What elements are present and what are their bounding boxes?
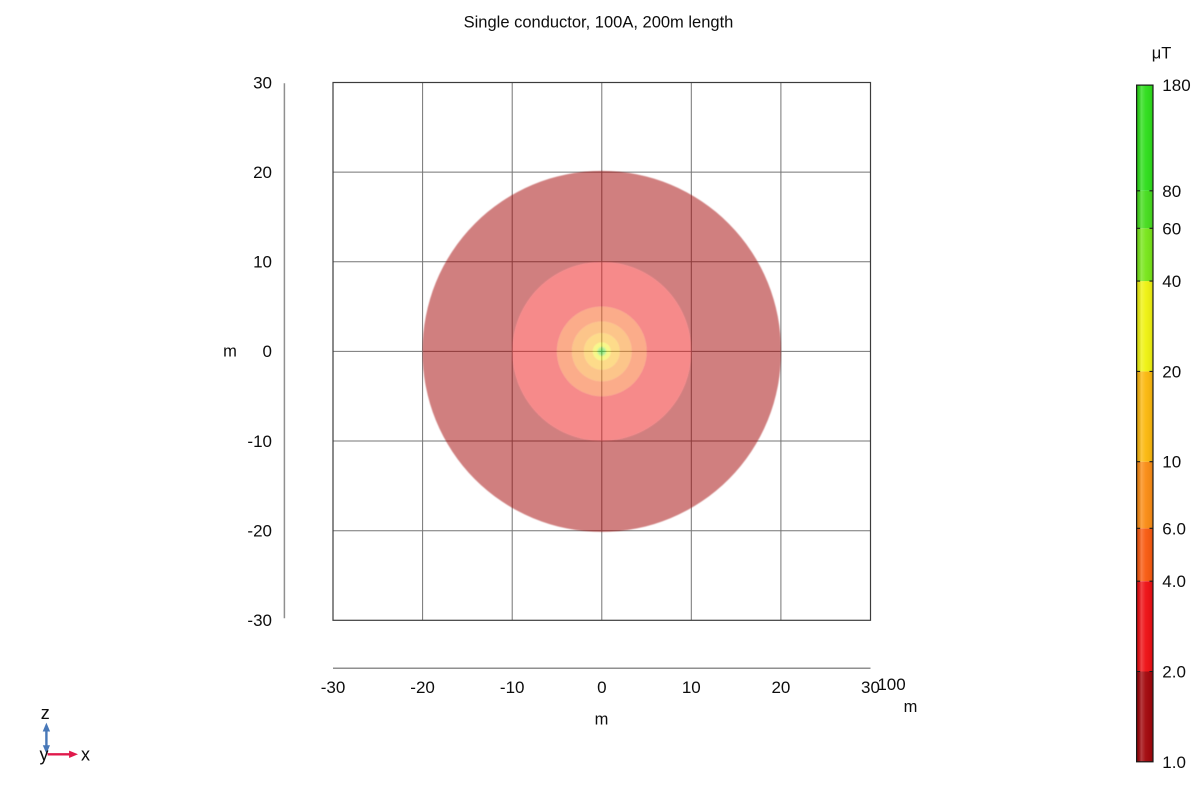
svg-text:m: m (595, 710, 609, 728)
svg-text:-20: -20 (410, 678, 435, 697)
svg-text:100: 100 (877, 675, 905, 694)
svg-text:180: 180 (1162, 76, 1190, 95)
svg-text:20: 20 (253, 163, 272, 182)
svg-text:10: 10 (1162, 453, 1181, 472)
svg-text:0: 0 (597, 678, 606, 697)
svg-text:-30: -30 (321, 678, 346, 697)
svg-text:10: 10 (253, 253, 272, 272)
svg-text:-10: -10 (500, 678, 525, 697)
svg-text:30: 30 (861, 678, 880, 697)
svg-text:6.0: 6.0 (1162, 519, 1186, 538)
svg-text:20: 20 (1162, 362, 1181, 381)
svg-text:-30: -30 (247, 611, 272, 630)
svg-text:20: 20 (771, 678, 790, 697)
svg-text:60: 60 (1162, 219, 1181, 238)
svg-text:1.0: 1.0 (1162, 753, 1186, 772)
svg-text:-10: -10 (247, 432, 272, 451)
svg-text:10: 10 (682, 678, 701, 697)
svg-text:-20: -20 (247, 522, 272, 541)
svg-text:Single conductor, 100A, 200m l: Single conductor, 100A, 200m length (464, 14, 734, 32)
svg-text:y: y (40, 745, 49, 765)
svg-text:4.0: 4.0 (1162, 572, 1186, 591)
svg-text:m: m (904, 698, 918, 716)
svg-text:30: 30 (253, 73, 272, 92)
svg-text:m: m (223, 343, 237, 361)
svg-text:z: z (41, 703, 50, 723)
svg-text:80: 80 (1162, 182, 1181, 201)
svg-text:40: 40 (1162, 272, 1181, 291)
svg-text:μT: μT (1152, 45, 1172, 63)
svg-text:x: x (81, 745, 90, 765)
svg-text:0: 0 (263, 342, 272, 361)
svg-text:2.0: 2.0 (1162, 663, 1186, 682)
